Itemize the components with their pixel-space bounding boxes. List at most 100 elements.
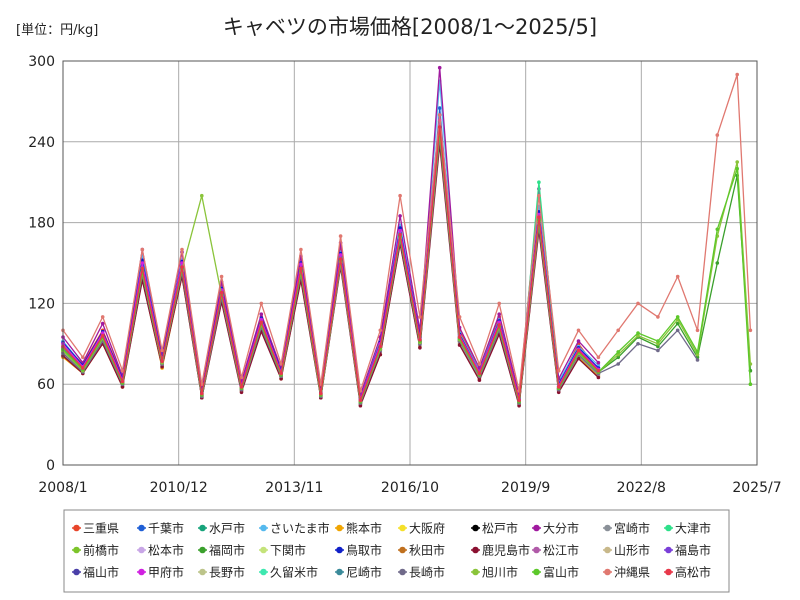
legend-item: 前橋市 [72, 543, 119, 558]
legend-label: 秋田市 [409, 543, 445, 558]
legend-marker [336, 568, 343, 576]
data-point [279, 371, 283, 376]
legend-label: 松江市 [543, 543, 579, 558]
legend-item: 松江市 [532, 543, 579, 558]
data-point [656, 339, 660, 343]
legend-marker [472, 546, 479, 554]
data-point [576, 348, 581, 353]
data-point [398, 214, 402, 218]
legend-label: 富山市 [543, 565, 579, 580]
legend-item: 鹿児島市 [471, 543, 530, 558]
plot-area-border [62, 60, 758, 466]
legend-label: 高松市 [675, 565, 711, 580]
data-point [636, 331, 640, 335]
legend-label: 長野市 [209, 565, 245, 580]
legend-item: 沖縄県 [603, 565, 650, 580]
data-point [556, 390, 561, 395]
data-point [636, 342, 640, 346]
y-tick-label: 60 [37, 377, 55, 393]
legend-marker [260, 546, 267, 554]
data-point [735, 166, 739, 171]
data-point [338, 253, 343, 257]
data-point [497, 301, 502, 306]
series-高松市 [61, 125, 601, 403]
data-point [140, 266, 145, 271]
data-point [537, 212, 541, 217]
data-point [200, 193, 204, 198]
data-point [160, 359, 164, 364]
legend-label: 福岡市 [209, 543, 245, 558]
legend-label: 尼崎市 [346, 565, 382, 580]
legend-marker [472, 524, 479, 532]
y-tick-label: 120 [28, 296, 55, 312]
data-point [556, 385, 561, 389]
data-point [596, 355, 601, 360]
legend-marker [604, 568, 611, 576]
data-point [239, 390, 244, 395]
data-point [418, 338, 422, 342]
legend-marker [665, 568, 672, 576]
legend-item: 鳥取市 [335, 543, 382, 558]
data-point [656, 348, 660, 353]
data-point [695, 358, 700, 362]
data-point [675, 274, 680, 279]
data-point [497, 312, 502, 317]
data-point [596, 368, 601, 373]
legend-item: 高松市 [664, 565, 711, 580]
data-point [338, 234, 343, 238]
legend-item: 福山市 [72, 565, 119, 580]
y-axis-ticks: 0 60 120 180 240 300 [28, 54, 55, 474]
data-point [259, 320, 264, 325]
legend-item: 秋田市 [398, 543, 445, 558]
legend-label: 松戸市 [482, 521, 518, 536]
legend-item: 久留米市 [259, 565, 318, 580]
data-point [81, 366, 85, 370]
x-tick-label: 2022/8 [617, 480, 666, 496]
legend-label: 鹿児島市 [482, 543, 530, 558]
data-point [576, 328, 581, 333]
legend-marker [336, 524, 343, 532]
data-point [596, 375, 601, 380]
legend-marker [73, 568, 80, 576]
data-point [319, 391, 323, 396]
data-point [100, 315, 105, 319]
data-point [398, 232, 402, 237]
data-point [616, 350, 620, 354]
data-point [338, 257, 343, 261]
legend-label: 甲府市 [148, 565, 184, 580]
grid [63, 61, 757, 465]
data-point [81, 355, 85, 360]
x-tick-label: 2025/7 [732, 480, 781, 496]
data-point [437, 113, 442, 117]
data-point [398, 193, 402, 198]
legend-marker [138, 524, 145, 532]
data-point [160, 364, 164, 369]
legend-label: 福山市 [83, 565, 119, 580]
legend-item: 福岡市 [198, 543, 245, 558]
data-point [140, 247, 145, 252]
data-point [398, 226, 402, 230]
legend-item: 千葉市 [137, 521, 184, 536]
legend-label: 宮崎市 [614, 521, 650, 536]
data-point [120, 379, 125, 384]
data-point [358, 403, 363, 408]
data-point [596, 360, 601, 365]
y-tick-label: 0 [46, 458, 55, 474]
data-point [259, 317, 264, 322]
data-point [100, 321, 105, 326]
legend-marker [533, 568, 540, 576]
data-point [140, 261, 145, 265]
data-point [378, 344, 383, 349]
data-point [616, 362, 620, 366]
data-point [497, 323, 502, 327]
series-line [62, 126, 599, 402]
legend-label: 三重県 [83, 522, 119, 536]
legend-marker [604, 546, 611, 554]
x-tick-label: 2019/9 [501, 480, 550, 496]
legend-label: 千葉市 [148, 521, 184, 536]
data-point [100, 331, 105, 335]
legend-label: 久留米市 [270, 565, 318, 580]
data-point [735, 160, 739, 164]
